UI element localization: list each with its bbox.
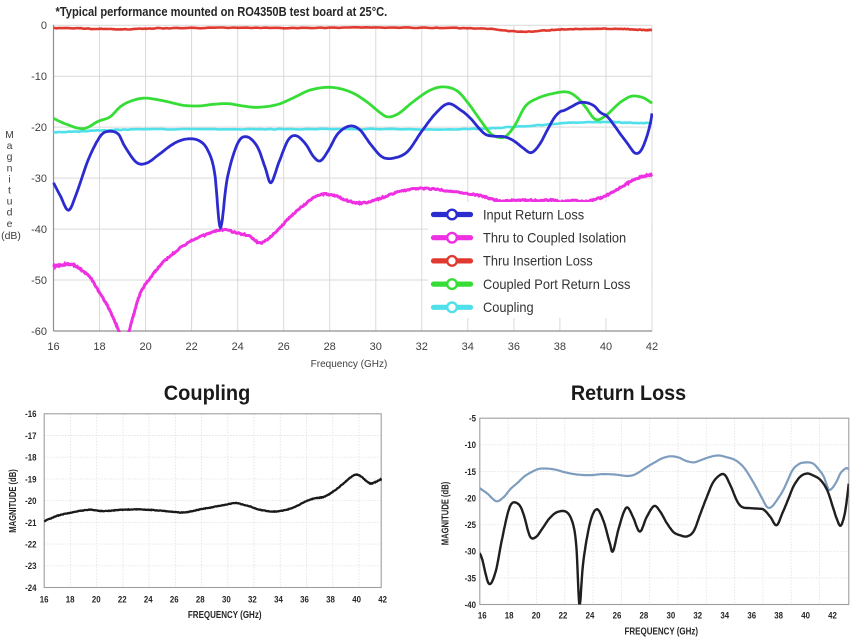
svg-text:FREQUENCY (GHz): FREQUENCY (GHz) — [625, 626, 699, 637]
svg-text:g: g — [7, 151, 13, 163]
svg-text:-60: -60 — [31, 326, 47, 338]
svg-text:24: 24 — [144, 594, 153, 605]
svg-text:-10: -10 — [31, 71, 47, 83]
svg-text:Thru Insertion Loss: Thru Insertion Loss — [483, 253, 593, 268]
svg-text:Frequency (GHz): Frequency (GHz) — [311, 359, 388, 370]
svg-text:16: 16 — [478, 610, 487, 621]
svg-text:34: 34 — [462, 341, 474, 353]
svg-text:22: 22 — [559, 610, 568, 621]
svg-text:-24: -24 — [25, 582, 36, 593]
svg-text:36: 36 — [747, 610, 756, 621]
svg-text:n: n — [7, 162, 13, 174]
svg-text:18: 18 — [93, 341, 105, 353]
svg-text:26: 26 — [278, 341, 290, 353]
svg-text:-20: -20 — [465, 493, 476, 504]
svg-text:28: 28 — [640, 610, 649, 621]
svg-text:i: i — [8, 173, 10, 185]
svg-text:-5: -5 — [469, 413, 476, 424]
svg-text:e: e — [7, 218, 13, 230]
svg-text:26: 26 — [613, 610, 622, 621]
svg-text:t: t — [8, 185, 11, 197]
svg-text:-21: -21 — [25, 517, 36, 528]
svg-text:28: 28 — [324, 341, 336, 353]
svg-text:MAGNITUDE (dB): MAGNITUDE (dB) — [7, 469, 18, 533]
svg-text:28: 28 — [196, 594, 205, 605]
svg-text:36: 36 — [300, 594, 309, 605]
svg-text:20: 20 — [139, 341, 151, 353]
svg-text:-17: -17 — [25, 430, 36, 441]
svg-text:30: 30 — [222, 594, 231, 605]
svg-text:Input Return Loss: Input Return Loss — [483, 207, 585, 222]
svg-text:16: 16 — [47, 341, 59, 353]
svg-text:Thru to Coupled Isolation: Thru to Coupled Isolation — [483, 230, 626, 245]
svg-text:42: 42 — [828, 610, 837, 621]
svg-text:-40: -40 — [465, 599, 476, 610]
svg-text:M: M — [5, 129, 14, 141]
svg-text:24: 24 — [232, 341, 244, 353]
svg-text:-35: -35 — [465, 573, 476, 584]
svg-text:-30: -30 — [31, 173, 47, 185]
svg-text:-50: -50 — [31, 275, 47, 287]
svg-text:30: 30 — [667, 610, 676, 621]
svg-text:40: 40 — [801, 610, 810, 621]
svg-text:22: 22 — [185, 341, 197, 353]
svg-text:-22: -22 — [25, 539, 36, 550]
svg-text:-16: -16 — [25, 408, 36, 419]
svg-text:24: 24 — [586, 610, 595, 621]
svg-text:-25: -25 — [465, 519, 476, 530]
svg-text:Coupled Port Return Loss: Coupled Port Return Loss — [483, 277, 631, 292]
svg-text:30: 30 — [370, 341, 382, 353]
svg-text:18: 18 — [505, 610, 514, 621]
svg-text:38: 38 — [554, 341, 566, 353]
svg-text:0: 0 — [41, 20, 47, 32]
svg-text:18: 18 — [66, 594, 75, 605]
svg-text:Coupling: Coupling — [164, 381, 251, 405]
svg-text:u: u — [7, 196, 13, 208]
svg-text:20: 20 — [92, 594, 101, 605]
svg-text:Return Loss: Return Loss — [571, 381, 686, 405]
svg-text:42: 42 — [646, 341, 658, 353]
svg-text:-30: -30 — [465, 546, 476, 557]
svg-text:-40: -40 — [31, 224, 47, 236]
svg-text:38: 38 — [326, 594, 335, 605]
svg-text:34: 34 — [274, 594, 283, 605]
svg-text:FREQUENCY (GHz): FREQUENCY (GHz) — [188, 609, 262, 620]
svg-text:*Typical performance mounted o: *Typical performance mounted on RO4350B … — [56, 4, 388, 19]
svg-text:20: 20 — [532, 610, 541, 621]
svg-text:40: 40 — [600, 341, 612, 353]
svg-text:-10: -10 — [465, 439, 476, 450]
svg-text:-20: -20 — [25, 495, 36, 506]
svg-text:34: 34 — [720, 610, 729, 621]
svg-text:MAGNITUDE (dB): MAGNITUDE (dB) — [440, 482, 451, 546]
svg-text:-23: -23 — [25, 560, 36, 571]
svg-text:32: 32 — [248, 594, 257, 605]
svg-text:40: 40 — [352, 594, 361, 605]
svg-text:a: a — [7, 140, 13, 152]
svg-text:-15: -15 — [465, 466, 476, 477]
svg-text:42: 42 — [378, 594, 387, 605]
svg-text:36: 36 — [508, 341, 520, 353]
svg-text:16: 16 — [40, 594, 49, 605]
svg-text:-19: -19 — [25, 474, 36, 485]
svg-text:-18: -18 — [25, 452, 36, 463]
svg-text:38: 38 — [774, 610, 783, 621]
svg-text:Coupling: Coupling — [483, 300, 534, 315]
svg-text:d: d — [7, 207, 13, 219]
svg-text:22: 22 — [118, 594, 127, 605]
svg-text:26: 26 — [170, 594, 179, 605]
svg-text:32: 32 — [693, 610, 702, 621]
svg-text:32: 32 — [416, 341, 428, 353]
svg-text:-20: -20 — [31, 122, 47, 134]
svg-text:(dB): (dB) — [1, 230, 21, 242]
